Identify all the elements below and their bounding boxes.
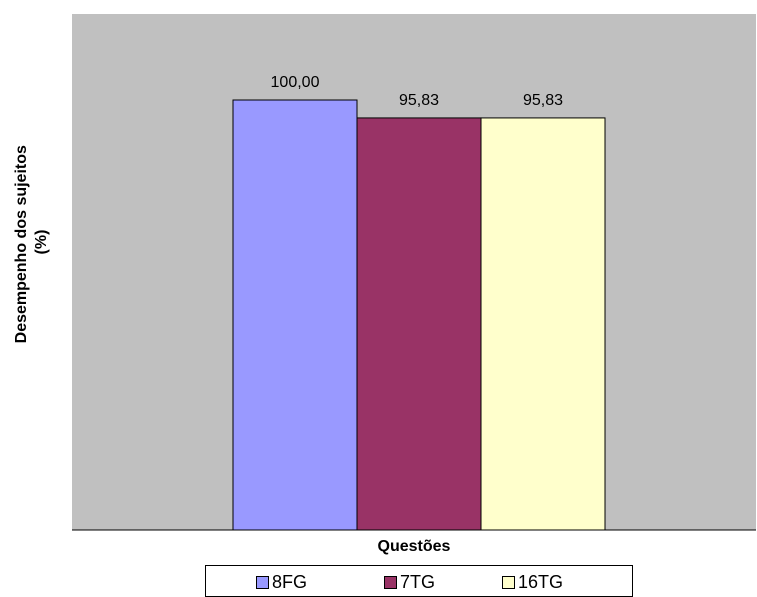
bar-16tg xyxy=(480,117,606,531)
data-labels: 100,00 95,83 95,83 xyxy=(271,74,564,109)
bar-8fg xyxy=(232,99,358,531)
bar-7tg xyxy=(356,117,482,531)
y-axis-title-line-1: Desempenho dos sujeitos xyxy=(13,145,30,343)
legend-label-16tg: 16TG xyxy=(518,572,564,592)
legend-label-8fg: 8FG xyxy=(272,572,308,592)
x-axis-title: Questões xyxy=(378,538,451,555)
legend-swatch-8fg xyxy=(256,575,269,589)
y-axis-title: Desempenho dos sujeitos (%) xyxy=(13,141,50,344)
y-axis-title-line-2: (%) xyxy=(33,230,50,255)
data-label-8fg: 100,00 xyxy=(271,74,320,91)
legend-item-7tg: 7TG xyxy=(384,572,435,592)
legend-swatch-7tg xyxy=(384,575,397,589)
legend-label-7tg: 7TG xyxy=(400,572,436,592)
bars xyxy=(232,99,606,531)
legend-item-8fg: 8FG xyxy=(256,572,307,592)
data-label-16tg: 95,83 xyxy=(523,92,563,109)
legend: 8FG 7TG 16TG xyxy=(205,565,633,597)
legend-item-16tg: 16TG xyxy=(502,572,563,592)
data-label-7tg: 95,83 xyxy=(399,92,439,109)
legend-swatch-16tg xyxy=(502,575,515,589)
